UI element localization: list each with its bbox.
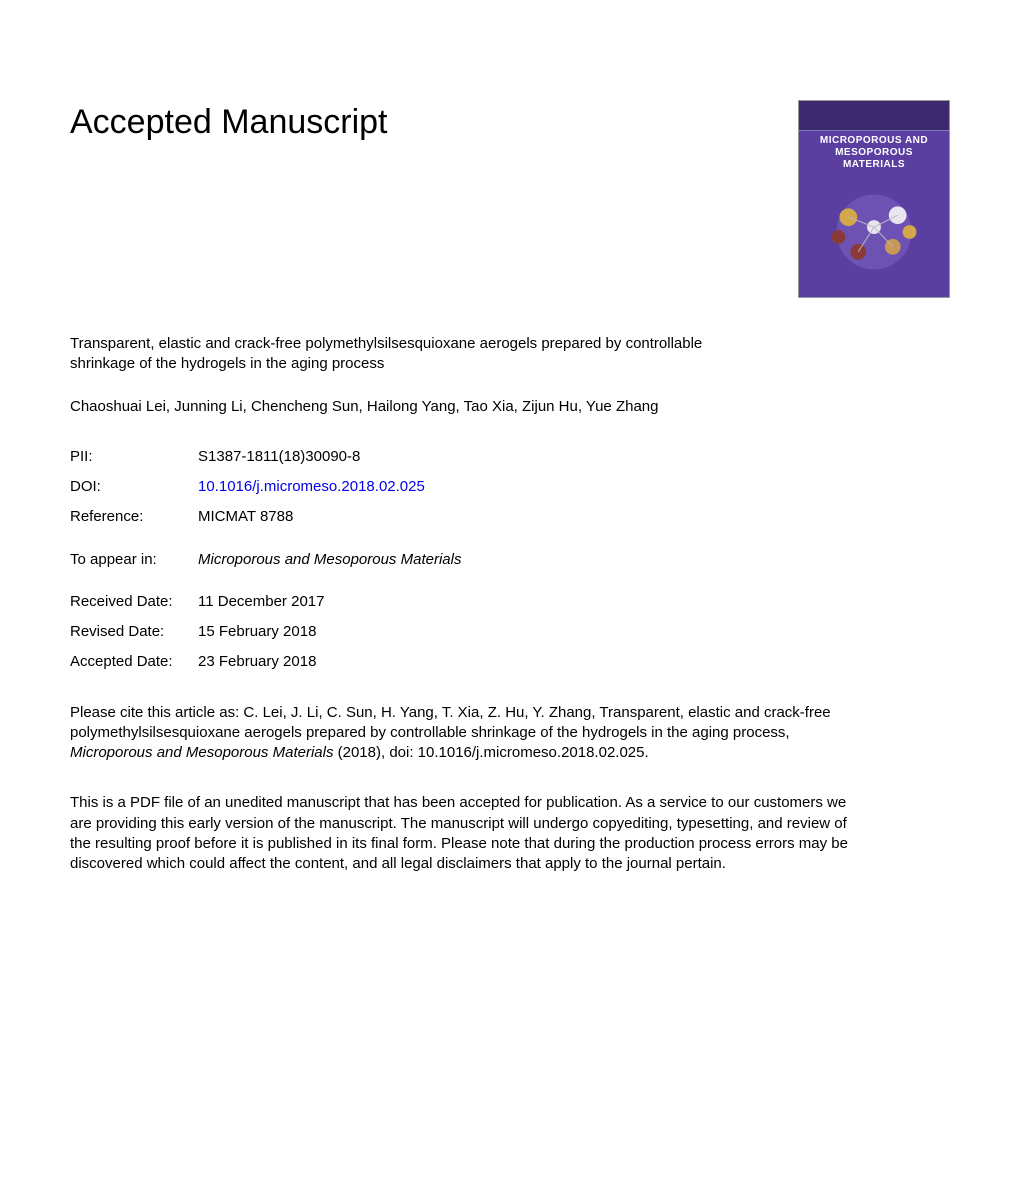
citation-journal: Microporous and Mesoporous Materials [70, 744, 333, 761]
header-row: Accepted Manuscript MICROPOROUS AND MESO… [70, 100, 950, 298]
received-value: 11 December 2017 [198, 592, 950, 612]
revised-row: Revised Date: 15 February 2018 [70, 622, 950, 642]
journal-cover-thumbnail: MICROPOROUS AND MESOPOROUS MATERIALS [798, 100, 950, 298]
authors-list: Chaoshuai Lei, Junning Li, Chencheng Sun… [70, 397, 750, 417]
article-title: Transparent, elastic and crack-free poly… [70, 334, 750, 375]
cover-art-icon [799, 177, 949, 287]
cover-title: MICROPOROUS AND MESOPOROUS MATERIALS [799, 131, 949, 175]
cover-title-line1: MICROPOROUS AND [820, 135, 928, 146]
received-row: Received Date: 11 December 2017 [70, 592, 950, 612]
reference-row: Reference: MICMAT 8788 [70, 507, 950, 527]
doi-label: DOI: [70, 477, 198, 497]
pii-row: PII: S1387-1811(18)30090-8 [70, 447, 950, 467]
metadata-table: PII: S1387-1811(18)30090-8 DOI: 10.1016/… [70, 447, 950, 528]
to-appear-row: To appear in: Microporous and Mesoporous… [70, 550, 950, 570]
citation-prefix: Please cite this article as: C. Lei, J. … [70, 704, 831, 741]
page-heading: Accepted Manuscript [70, 100, 388, 146]
citation-text: Please cite this article as: C. Lei, J. … [70, 703, 850, 764]
cover-top-bar [799, 101, 949, 131]
received-label: Received Date: [70, 592, 198, 612]
to-appear-label: To appear in: [70, 550, 198, 570]
reference-value: MICMAT 8788 [198, 507, 950, 527]
accepted-label: Accepted Date: [70, 652, 198, 672]
cover-title-line2: MESOPOROUS MATERIALS [835, 147, 913, 170]
to-appear-block: To appear in: Microporous and Mesoporous… [70, 550, 950, 570]
citation-suffix: (2018), doi: 10.1016/j.micromeso.2018.02… [333, 744, 648, 761]
doi-row: DOI: 10.1016/j.micromeso.2018.02.025 [70, 477, 950, 497]
article-title-block: Transparent, elastic and crack-free poly… [70, 334, 750, 375]
revised-value: 15 February 2018 [198, 622, 950, 642]
doi-link[interactable]: 10.1016/j.micromeso.2018.02.025 [198, 477, 950, 497]
reference-label: Reference: [70, 507, 198, 527]
pii-value: S1387-1811(18)30090-8 [198, 447, 950, 467]
accepted-value: 23 February 2018 [198, 652, 950, 672]
accepted-row: Accepted Date: 23 February 2018 [70, 652, 950, 672]
disclaimer-text: This is a PDF file of an unedited manusc… [70, 793, 870, 874]
revised-label: Revised Date: [70, 622, 198, 642]
pii-label: PII: [70, 447, 198, 467]
dates-block: Received Date: 11 December 2017 Revised … [70, 592, 950, 673]
to-appear-value: Microporous and Mesoporous Materials [198, 550, 950, 570]
